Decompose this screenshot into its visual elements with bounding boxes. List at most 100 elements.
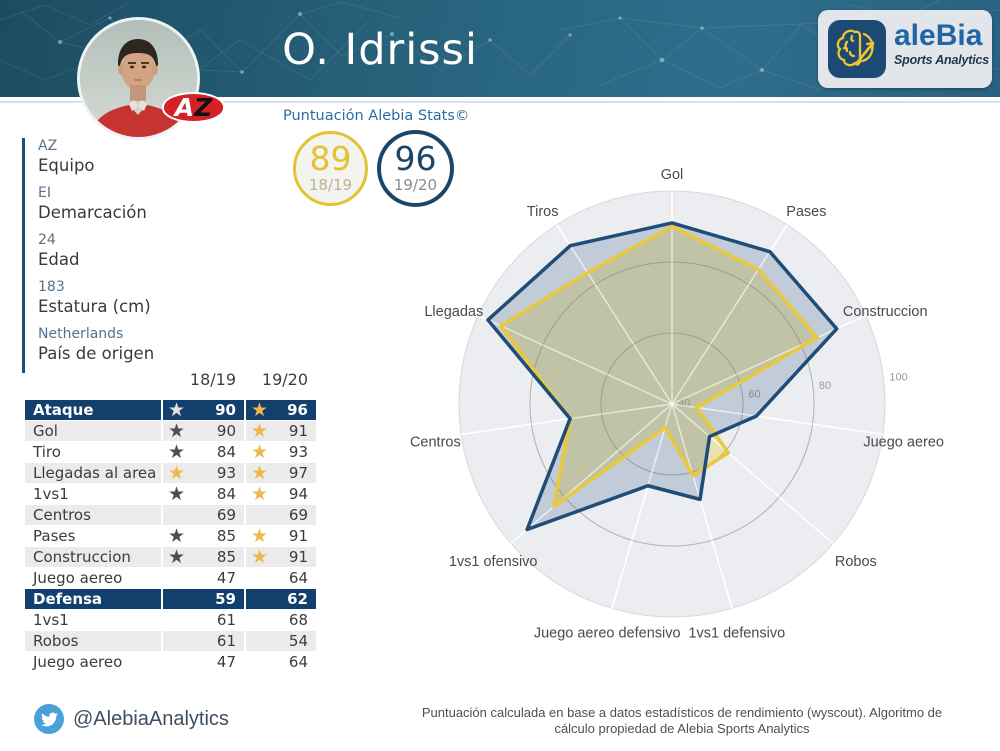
row-value: 59	[163, 589, 244, 609]
score-badge-1920: 96 19/20	[377, 130, 454, 207]
brain-icon	[828, 20, 886, 78]
row-value: ★ 93	[246, 442, 316, 462]
info-value: AZ	[38, 138, 58, 154]
footer-note-line1: Puntuación calculada en base a datos est…	[421, 705, 943, 720]
row-value: 47	[163, 568, 244, 588]
radar-axis-label: Construccion	[843, 304, 928, 320]
radar-tick-label: 80	[819, 380, 831, 392]
table-row: Construccion ★ 85 ★ 91	[25, 547, 316, 567]
row-value-number: 85	[216, 527, 236, 545]
table-row: Llegadas al area ★ 93 ★ 97	[25, 463, 316, 483]
star-icon: ★	[168, 400, 186, 420]
row-value-number: 94	[288, 485, 308, 503]
row-value-number: 91	[288, 527, 308, 545]
row-value: 69	[246, 505, 316, 525]
radar-spoke-overlay	[510, 403, 673, 545]
star-icon: ★	[168, 547, 186, 567]
row-label: Llegadas al area	[25, 463, 161, 483]
row-value: 68	[246, 610, 316, 630]
row-value-number: 84	[216, 485, 236, 503]
row-value: ★ 91	[246, 421, 316, 441]
table-row: Tiro ★ 84 ★ 93	[25, 442, 316, 462]
row-value: ★ 93	[163, 463, 244, 483]
row-value: ★ 97	[246, 463, 316, 483]
twitter-handle[interactable]: @AlebiaAnalytics	[73, 707, 229, 730]
row-value: ★ 85	[163, 547, 244, 567]
radar-series-fill-18/19	[500, 226, 818, 507]
row-value-number: 59	[215, 590, 236, 608]
row-value: ★ 96	[246, 400, 316, 420]
row-label: 1vs1	[25, 610, 161, 630]
table-row: Juego aereo 47 64	[25, 652, 316, 672]
info-item: AZ Equipo	[38, 138, 154, 177]
radar-axis-label: Llegadas	[424, 304, 483, 320]
info-label: Equipo	[38, 156, 95, 175]
row-value: ★ 84	[163, 442, 244, 462]
row-value: 64	[246, 652, 316, 672]
info-label: Demarcación	[38, 203, 147, 222]
row-value: ★ 94	[246, 484, 316, 504]
info-item: Netherlands País de origen	[38, 326, 154, 365]
twitter-handle-block[interactable]: @AlebiaAnalytics	[34, 704, 229, 734]
score-heading: Puntuación Alebia Stats©	[283, 108, 470, 124]
team-badge-letter-z: Z	[194, 93, 213, 122]
row-label: Tiro	[25, 442, 161, 462]
row-value: 64	[246, 568, 316, 588]
info-value: 24	[38, 232, 56, 248]
row-value-number: 85	[216, 548, 236, 566]
star-icon: ★	[251, 484, 269, 504]
row-value: 54	[246, 631, 316, 651]
score-season: 19/20	[393, 176, 438, 194]
star-icon: ★	[168, 463, 186, 483]
row-value-number: 47	[216, 569, 236, 587]
row-value-number: 64	[288, 653, 308, 671]
table-row: Ataque ★ 90 ★ 96	[25, 400, 316, 420]
row-label: 1vs1	[25, 484, 161, 504]
radar-axis-label: Juego aereo defensivo	[534, 626, 681, 642]
info-item: 24 Edad	[38, 232, 154, 271]
star-icon: ★	[168, 421, 186, 441]
table-row: Robos 61 54	[25, 631, 316, 651]
stats-table: 18/19 19/20 Ataque ★ 90 ★ 96 Gol ★ 90 ★ 91 Tiro ★ 84…	[25, 370, 316, 673]
radar-series-fill-19/20	[487, 222, 837, 530]
star-icon: ★	[168, 526, 186, 546]
team-badge-text: AZ	[175, 95, 213, 120]
info-value: Netherlands	[38, 326, 124, 342]
row-value-number: 93	[288, 443, 308, 461]
radar-axis-label: Pases	[786, 204, 826, 220]
row-value-number: 96	[287, 401, 308, 419]
player-info-list: AZ Equipo EI Demarcación 24 Edad 183 Estatura (…	[22, 138, 154, 373]
table-row: 1vs1 61 68	[25, 610, 316, 630]
info-label: Edad	[38, 250, 80, 269]
radar-axis-label: 1vs1 defensivo	[688, 626, 785, 642]
star-icon: ★	[251, 400, 269, 420]
row-label: Centros	[25, 505, 161, 525]
row-value: ★ 90	[163, 421, 244, 441]
table-row: Centros 69 69	[25, 505, 316, 525]
footer-note: Puntuación calculada en base a datos est…	[392, 705, 972, 736]
footer-note-line2: cálculo propiedad de Alebia Sports Analy…	[554, 720, 810, 736]
row-value-number: 68	[288, 611, 308, 629]
row-value-number: 90	[215, 401, 236, 419]
table-header: 18/19 19/20	[25, 370, 316, 400]
radar-spoke-overlay	[477, 314, 673, 405]
info-value: EI	[38, 185, 51, 201]
star-icon: ★	[251, 442, 269, 462]
row-value: ★ 91	[246, 526, 316, 546]
radar-axis-label: 1vs1 ofensivo	[449, 554, 538, 570]
score-value: 96	[394, 139, 437, 178]
twitter-icon[interactable]	[34, 704, 64, 734]
brand-text: aleBia Sports Analytics	[894, 20, 989, 68]
radar-tick-label: 60	[748, 389, 760, 401]
row-value: 47	[163, 652, 244, 672]
row-value: 69	[163, 505, 244, 525]
info-label: Estatura (cm)	[38, 297, 151, 316]
radar-spoke-overlay	[671, 403, 883, 436]
row-label: Juego aereo	[25, 652, 161, 672]
team-badge-letter-a: A	[174, 93, 195, 122]
row-label: Gol	[25, 421, 161, 441]
row-value: 61	[163, 610, 244, 630]
row-value-number: 47	[216, 653, 236, 671]
radar-axis-label: Tiros	[527, 204, 559, 220]
team-badge: AZ	[162, 92, 225, 123]
